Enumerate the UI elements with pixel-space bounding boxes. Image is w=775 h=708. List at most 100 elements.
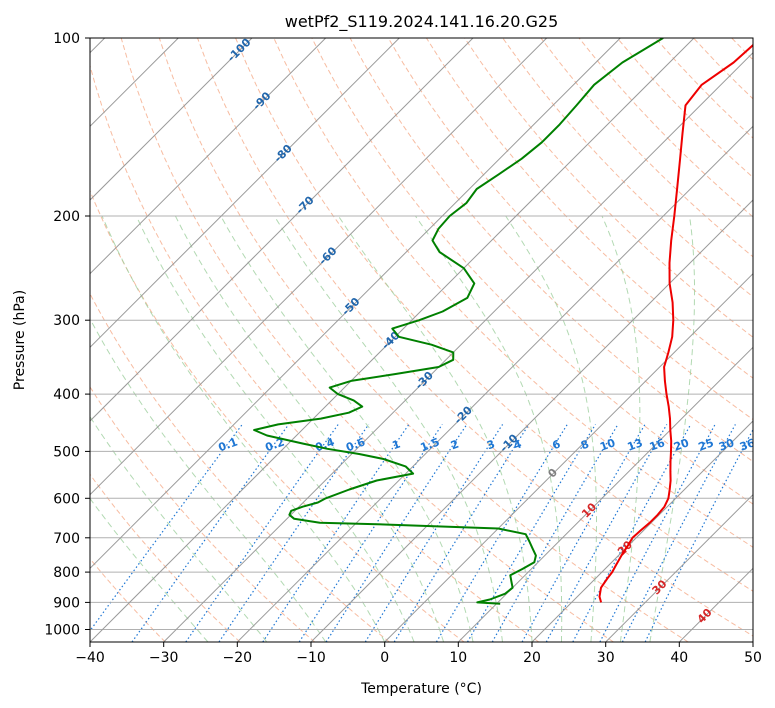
dry-adiabat-line <box>425 38 753 379</box>
mixing-ratio-line <box>131 424 290 642</box>
y-tick-label: 1000 <box>44 623 80 639</box>
x-tick-label: −10 <box>296 650 326 666</box>
mixing-ratio-line <box>521 424 646 642</box>
mixing-ratio-label: 8 <box>579 438 591 453</box>
mixing-ratio-line <box>218 424 370 642</box>
moist-adiabat-line <box>337 215 533 642</box>
isotherm-line <box>163 51 753 642</box>
y-axis-ticks: 100 200 300 400 500 600 700 800 900 1000 <box>44 31 90 639</box>
mixing-ratio-label: 13 <box>626 436 645 453</box>
x-tick-label: −20 <box>223 650 253 666</box>
x-axis-ticks: −40 −30 −20 −10 0 10 20 30 40 50 <box>75 642 762 666</box>
dry-adiabat-line <box>273 38 753 548</box>
mixing-ratio-line <box>466 424 597 642</box>
y-tick-label: 600 <box>53 491 80 507</box>
mixing-ratio-label: 36 <box>738 436 757 454</box>
mixing-ratio-label: 0.1 <box>217 435 240 454</box>
isotherm-line <box>90 38 474 422</box>
isotherm-line <box>90 38 253 201</box>
mixing-ratio-line <box>393 424 530 642</box>
isotherm-line <box>457 346 753 642</box>
mixing-ratio-label: 1 <box>390 438 402 453</box>
dry-adiabat-line <box>90 557 166 642</box>
isotherm-line <box>384 272 753 642</box>
mixing-ratio-line <box>572 424 692 642</box>
isotherm-line <box>90 38 621 570</box>
dry-adiabat-line <box>90 385 316 642</box>
isotherm-line <box>531 420 753 642</box>
mixing-ratio-line <box>644 428 753 642</box>
mixing-ratio-label: 4 <box>512 437 524 452</box>
mixing-ratio-label: 6 <box>551 437 563 452</box>
temperature-profile-line <box>598 43 753 603</box>
moist-adiabat-line <box>90 497 209 642</box>
mixing-ratio-line <box>325 424 468 642</box>
mixing-ratio-label: 0.2 <box>263 435 286 454</box>
dry-adiabat-line <box>90 189 465 642</box>
mixing-ratio-label: 20 <box>672 436 691 454</box>
mixing-ratio-label: 0.6 <box>344 435 367 454</box>
mixing-ratio-line <box>621 424 736 642</box>
x-tick-label: 0 <box>380 650 389 666</box>
dry-adiabat-line <box>90 63 540 642</box>
y-tick-label: 200 <box>53 209 80 225</box>
isotherm-line <box>90 38 400 349</box>
x-tick-label: −40 <box>75 650 105 666</box>
moist-adiabat-line <box>220 215 474 642</box>
mixing-ratio-label: 16 <box>648 436 667 454</box>
x-axis-label: Temperature (°C) <box>360 681 482 697</box>
y-tick-label: 100 <box>53 31 80 47</box>
dry-adiabat-line <box>235 38 753 592</box>
y-tick-label: 400 <box>53 387 80 403</box>
dry-adiabat-line <box>197 38 753 637</box>
isotherm-line <box>90 38 548 496</box>
mixing-ratio-line <box>491 424 619 642</box>
chart-title: wetPf2_S119.2024.141.16.20.G25 <box>285 12 559 32</box>
x-tick-label: 30 <box>597 650 615 666</box>
x-tick-label: 50 <box>744 650 762 666</box>
y-tick-label: 500 <box>53 444 80 460</box>
y-tick-label: 300 <box>53 313 80 329</box>
mixing-ratio-line <box>185 424 339 642</box>
moist-adiabat-line <box>135 215 415 642</box>
mixing-ratio-line <box>599 424 716 642</box>
dry-adiabat-line <box>120 38 614 642</box>
dry-adiabat-line <box>349 38 753 463</box>
dry-adiabat-line <box>90 473 241 642</box>
moist-adiabat-line <box>273 215 503 642</box>
mixing-ratio-line <box>435 424 568 642</box>
mixing-ratio-line <box>545 424 668 642</box>
moist-adiabat-line <box>601 215 641 642</box>
x-tick-label: −30 <box>149 650 179 666</box>
moist-adiabat-line <box>649 215 695 642</box>
y-tick-label: 800 <box>53 565 80 581</box>
isotherm-line <box>605 493 753 642</box>
y-axis-label: Pressure (hPa) <box>12 290 28 390</box>
x-tick-label: 10 <box>449 650 467 666</box>
isotherm-line <box>236 125 753 642</box>
mixing-ratio-label: 30 <box>717 436 736 454</box>
isotherm-line <box>310 199 753 642</box>
isotherm-line <box>90 38 695 642</box>
mixing-ratio-label: 25 <box>697 436 716 453</box>
moist-adiabat-line <box>90 317 327 642</box>
y-tick-label: 700 <box>53 531 80 547</box>
dry-adiabat-line <box>158 38 689 642</box>
moist-adiabat-line <box>174 215 445 642</box>
isotherm-line <box>90 38 327 275</box>
mixing-ratio-label: 3 <box>485 438 497 453</box>
moist-adiabat-line <box>414 215 563 642</box>
plot-frame <box>89 37 754 643</box>
dewpoint-profile-line <box>253 38 664 605</box>
mixing-ratio-label: 2 <box>449 438 461 453</box>
mixing-ratio-label: 1.5 <box>419 435 442 454</box>
dry-adiabat-line <box>90 292 390 642</box>
background-lines <box>90 38 753 642</box>
sounding-profiles <box>253 38 753 605</box>
x-tick-label: 40 <box>670 650 688 666</box>
x-tick-label: 20 <box>523 650 541 666</box>
y-tick-label: 900 <box>53 595 80 611</box>
mixing-ratio-line <box>364 424 504 642</box>
dry-adiabat-line <box>502 38 753 298</box>
